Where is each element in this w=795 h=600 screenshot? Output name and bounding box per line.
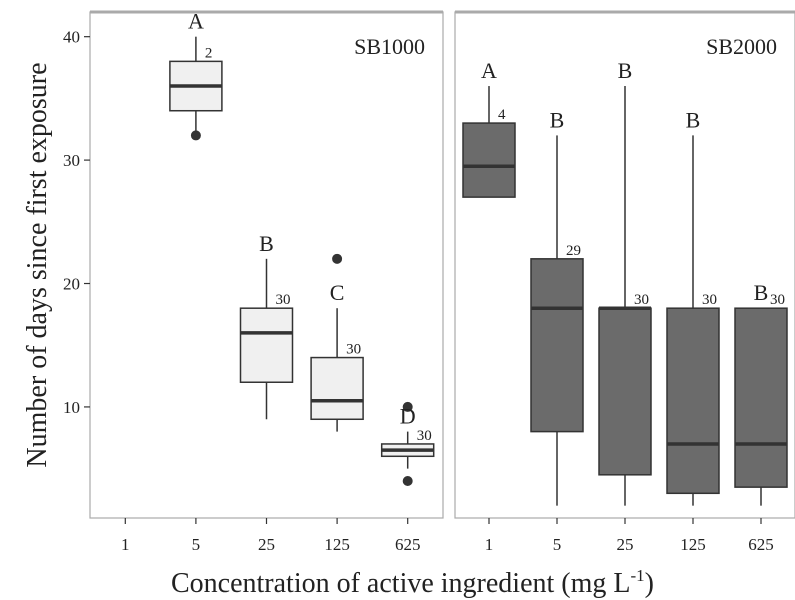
box-125: 30 B — [666, 107, 720, 506]
x-tick-label: 625 — [748, 535, 774, 554]
y-axis-title: Number of days since first exposure — [22, 62, 53, 467]
significance-letter: A — [481, 58, 497, 83]
panel-label: SB2000 — [706, 34, 777, 59]
sample-size-label: 30 — [702, 292, 717, 308]
box-1: 4A — [462, 58, 516, 198]
significance-letter: B — [550, 107, 565, 132]
box-iqr — [734, 307, 788, 488]
significance-letter: B — [686, 107, 701, 132]
outlier-point — [402, 401, 413, 412]
y-tick-label: 30 — [63, 151, 80, 170]
x-tick-label: 125 — [680, 535, 706, 554]
significance-letter: B — [754, 280, 769, 305]
sample-size-label: 2 — [205, 45, 213, 61]
x-axis-title: Concentration of active ingredient (mg L… — [171, 566, 654, 599]
significance-letter: D — [400, 404, 416, 429]
box-iqr — [530, 258, 584, 433]
box-25: 30 B — [239, 231, 294, 420]
outlier-point — [402, 475, 413, 486]
x-tick-label: 25 — [617, 535, 634, 554]
panel-label: SB1000 — [354, 34, 425, 59]
x-tick-label: 625 — [395, 535, 421, 554]
box-625: 30B — [734, 280, 788, 506]
sample-size-label: 4 — [498, 107, 506, 123]
significance-letter: B — [618, 58, 633, 83]
y-tick-label: 40 — [63, 28, 80, 47]
box-625: 30D — [380, 401, 435, 486]
box-iqr — [462, 122, 516, 198]
box-iqr — [598, 307, 652, 476]
box-5: 29 B — [530, 107, 584, 506]
x-axis-title-superscript: -1 — [631, 566, 645, 585]
box-25: 30 B — [598, 58, 652, 506]
box-5: 2A — [169, 9, 223, 141]
x-tick-label: 1 — [485, 535, 494, 554]
significance-letter: A — [188, 9, 204, 34]
box-iqr — [239, 307, 294, 383]
sample-size-label: 30 — [346, 342, 361, 358]
x-tick-label: 125 — [324, 535, 350, 554]
outlier-point — [190, 130, 201, 141]
sample-size-label: 30 — [276, 292, 291, 308]
y-axis: 10 20 30 40 — [63, 28, 90, 417]
significance-letter: B — [259, 231, 274, 256]
sample-size-label: 30 — [417, 428, 432, 444]
y-tick-label: 10 — [63, 398, 80, 417]
x-axis-title-close: ) — [645, 568, 654, 599]
x-tick-label: 5 — [192, 535, 201, 554]
significance-letter: C — [330, 280, 345, 305]
box-125: 30 C — [310, 253, 364, 432]
y-tick-label: 20 — [63, 275, 80, 294]
x-tick-label: 5 — [553, 535, 562, 554]
sample-size-label: 30 — [770, 292, 785, 308]
sample-size-label: 30 — [634, 292, 649, 308]
box-iqr — [310, 356, 364, 421]
box-iqr — [666, 307, 720, 495]
sample-size-label: 29 — [566, 243, 581, 259]
x-tick-label: 25 — [258, 535, 275, 554]
outlier-point — [332, 253, 343, 264]
x-axis-title-main: Concentration of active ingredient (mg L — [171, 568, 631, 599]
x-tick-label: 1 — [121, 535, 130, 554]
